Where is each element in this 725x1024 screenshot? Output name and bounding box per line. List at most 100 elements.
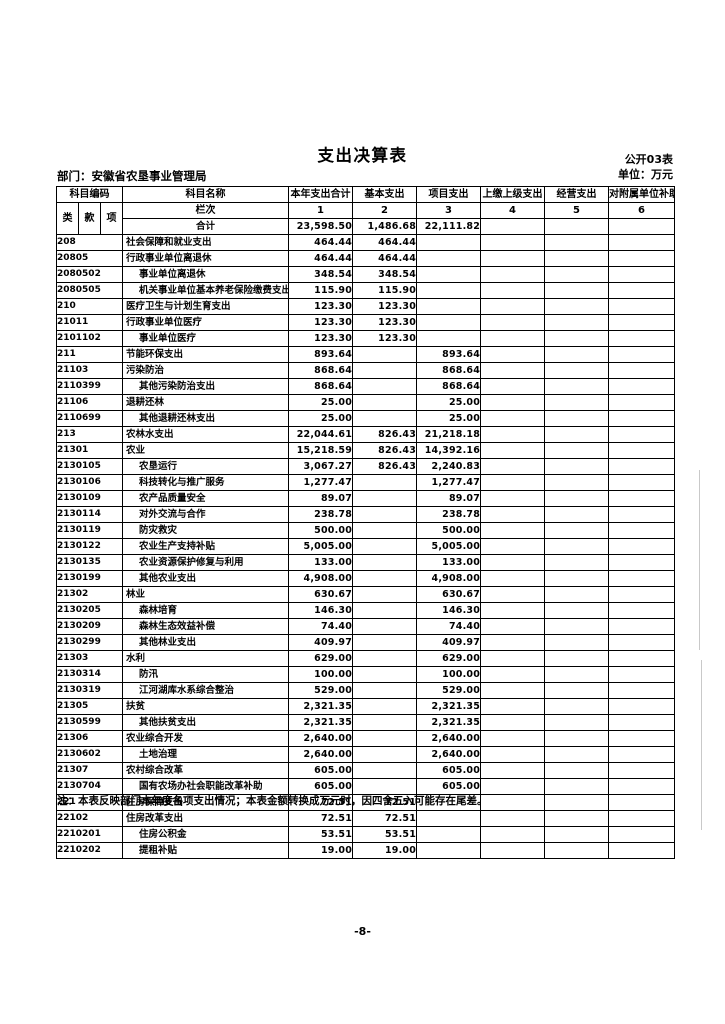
row-subject-name: 其他林业支出 xyxy=(122,634,290,651)
row-value-6 xyxy=(608,410,676,427)
table-row: 21305 扶贫 2,321.35 2,321.35 xyxy=(55,698,676,715)
row-subject-name: 林业 xyxy=(122,586,290,603)
row-value-3 xyxy=(416,330,482,347)
row-value-5 xyxy=(544,570,610,587)
row-value-3: 25.00 xyxy=(416,394,482,411)
row-code: 213 xyxy=(55,426,124,443)
row-value-2: 123.30 xyxy=(352,314,418,331)
row-subject-name: 其他污染防治支出 xyxy=(122,378,290,395)
row-value-4 xyxy=(480,618,546,635)
row-value-2 xyxy=(352,682,418,699)
row-subject-name: 农村综合改革 xyxy=(122,762,290,779)
row-subject-name: 机关事业单位基本养老保险缴费支出 xyxy=(122,282,290,299)
row-value-1: 2,321.35 xyxy=(288,714,354,731)
row-value-3 xyxy=(416,266,482,283)
row-value-1: 5,005.00 xyxy=(288,538,354,555)
table-row: 2130105 农垦运行 3,067.27 826.43 2,240.83 xyxy=(55,458,676,475)
row-subject-name: 农业综合开发 xyxy=(122,730,290,747)
row-value-1: 22,044.61 xyxy=(288,426,354,443)
row-value-4 xyxy=(480,650,546,667)
row-value-1: 409.97 xyxy=(288,634,354,651)
row-value-4 xyxy=(480,746,546,763)
header-subject-name: 科目名称 xyxy=(122,186,290,203)
footnote: 注：本表反映部门本年度各项支出情况；本表金额转换成万元时，因四舍五入可能存在尾差… xyxy=(57,795,488,807)
row-code: 21307 xyxy=(55,762,124,779)
row-subject-name: 防灾救灾 xyxy=(122,522,290,539)
table-row: 2110699 其他退耕还林支出 25.00 25.00 xyxy=(55,410,676,427)
row-value-5 xyxy=(544,266,610,283)
row-value-5 xyxy=(544,746,610,763)
row-value-4 xyxy=(480,234,546,251)
row-subject-name: 提租补贴 xyxy=(122,842,290,859)
row-subject-name: 扶贫 xyxy=(122,698,290,715)
row-value-1: 123.30 xyxy=(288,314,354,331)
header-code-lei: 类 xyxy=(56,202,79,235)
row-value-5 xyxy=(544,810,610,827)
row-value-1: 100.00 xyxy=(288,666,354,683)
row-value-3: 238.78 xyxy=(416,506,482,523)
row-value-1: 25.00 xyxy=(288,394,354,411)
row-value-5 xyxy=(544,474,610,491)
row-value-6 xyxy=(608,602,676,619)
row-value-3 xyxy=(416,314,482,331)
header-row-main: 科目编码 科目名称 本年支出合计 基本支出 项目支出 上缴上级支出 经营支出 对… xyxy=(55,186,676,203)
row-value-5 xyxy=(544,362,610,379)
row-value-2 xyxy=(352,618,418,635)
row-subject-name: 水利 xyxy=(122,650,290,667)
row-code: 2130199 xyxy=(55,570,124,587)
row-value-6 xyxy=(608,650,676,667)
row-value-4 xyxy=(480,346,546,363)
row-value-6 xyxy=(608,314,676,331)
row-value-6 xyxy=(608,266,676,283)
header-code-xiang: 项 xyxy=(99,202,124,235)
row-value-4 xyxy=(480,282,546,299)
row-value-5 xyxy=(544,458,610,475)
row-value-1: 74.40 xyxy=(288,618,354,635)
row-value-3: 629.00 xyxy=(416,650,482,667)
row-value-6 xyxy=(608,778,676,795)
row-value-1: 464.44 xyxy=(288,250,354,267)
row-code: 2130105 xyxy=(55,458,124,475)
row-code: 2130135 xyxy=(55,554,124,571)
row-value-6 xyxy=(608,346,676,363)
row-value-6 xyxy=(608,826,676,843)
row-value-6 xyxy=(608,570,676,587)
row-value-2: 826.43 xyxy=(352,426,418,443)
row-code: 2130114 xyxy=(55,506,124,523)
row-value-5 xyxy=(544,698,610,715)
row-value-4 xyxy=(480,778,546,795)
row-subject-name: 污染防治 xyxy=(122,362,290,379)
table-row: 213 农林水支出 22,044.61 826.43 21,218.18 xyxy=(55,426,676,443)
department-line: 部门：安徽省农垦事业管理局 xyxy=(57,169,207,183)
row-value-2: 115.90 xyxy=(352,282,418,299)
table-row: 21301 农业 15,218.59 826.43 14,392.16 xyxy=(55,442,676,459)
table-row: 2130106 科技转化与推广服务 1,277.47 1,277.47 xyxy=(55,474,676,491)
row-code: 2130109 xyxy=(55,490,124,507)
row-value-4 xyxy=(480,586,546,603)
table-row: 2130122 农业生产支持补贴 5,005.00 5,005.00 xyxy=(55,538,676,555)
row-value-4 xyxy=(480,842,546,859)
row-value-2 xyxy=(352,570,418,587)
row-value-6 xyxy=(608,490,676,507)
row-value-6 xyxy=(608,330,676,347)
table-row: 2130209 森林生态效益补偿 74.40 74.40 xyxy=(55,618,676,635)
row-value-3: 21,218.18 xyxy=(416,426,482,443)
row-value-6 xyxy=(608,362,676,379)
row-value-5 xyxy=(544,602,610,619)
row-value-1: 2,640.00 xyxy=(288,730,354,747)
table-row: 2080505 机关事业单位基本养老保险缴费支出 115.90 115.90 xyxy=(55,282,676,299)
row-value-6 xyxy=(608,762,676,779)
row-code: 211 xyxy=(55,346,124,363)
row-value-2 xyxy=(352,522,418,539)
row-value-5 xyxy=(544,666,610,683)
row-code: 2130319 xyxy=(55,682,124,699)
table-row: 21103 污染防治 868.64 868.64 xyxy=(55,362,676,379)
row-value-4 xyxy=(480,698,546,715)
row-value-2 xyxy=(352,394,418,411)
row-value-5 xyxy=(544,778,610,795)
row-value-1: 464.44 xyxy=(288,234,354,251)
total-label: 合计 xyxy=(122,218,290,235)
row-subject-name: 行政事业单位离退休 xyxy=(122,250,290,267)
scan-artifact xyxy=(701,660,702,830)
